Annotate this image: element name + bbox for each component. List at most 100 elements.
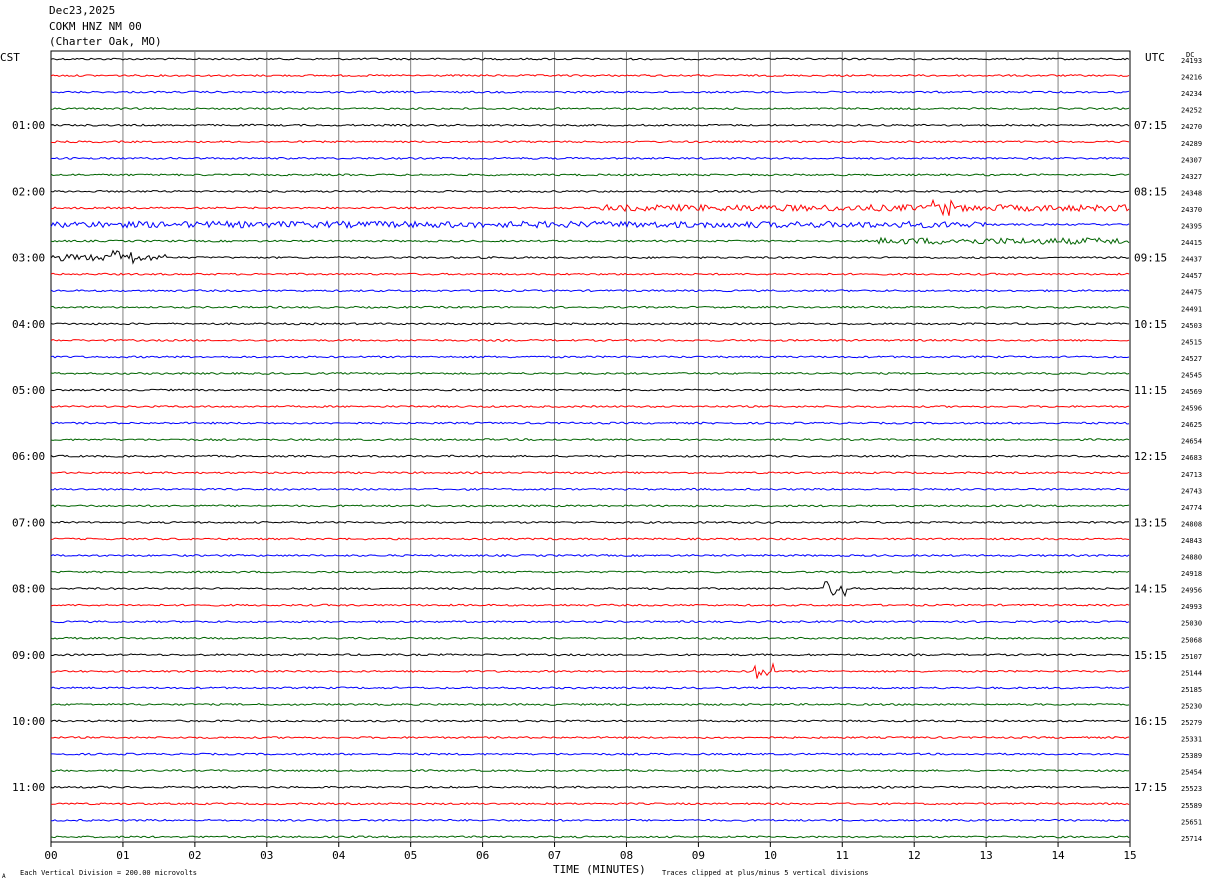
x-tick-label: 12: [908, 849, 921, 862]
dc-offset-label: 25523: [1181, 785, 1202, 793]
dc-offset-label: 25144: [1181, 669, 1202, 677]
trace-line: [50, 322, 1130, 326]
trace-line: [50, 719, 1130, 723]
dc-offset-label: 25389: [1181, 752, 1202, 760]
x-tick-label: 01: [116, 849, 129, 862]
right-hour-label: 15:15: [1134, 649, 1167, 662]
dc-offset-label: 24415: [1181, 239, 1202, 247]
right-hour-label: 16:15: [1134, 715, 1167, 728]
right-hour-label: 10:15: [1134, 318, 1167, 331]
trace-line: [50, 454, 1130, 458]
x-tick-label: 05: [404, 849, 417, 862]
trace-line: [50, 487, 1130, 491]
clip-note: Traces clipped at plus/minus 5 vertical …: [662, 869, 869, 877]
dc-offset-label: 24545: [1181, 371, 1202, 379]
dc-offset-label: 24743: [1181, 487, 1202, 495]
trace-line: [50, 140, 1130, 144]
left-hour-label: 06:00: [12, 450, 45, 463]
trace-line: [50, 736, 1130, 740]
left-hour-label: 03:00: [12, 252, 45, 265]
x-tick-label: 02: [188, 849, 201, 862]
trace-line: [50, 620, 1130, 624]
dc-offset-label: 24515: [1181, 338, 1202, 346]
trace-line: [50, 107, 1130, 111]
x-tick-label: 14: [1051, 849, 1065, 862]
left-hour-label: 11:00: [12, 781, 45, 794]
right-hour-label: 13:15: [1134, 516, 1167, 529]
dc-offset-label: 24774: [1181, 504, 1202, 512]
trace-line: [50, 581, 1130, 598]
dc-offset-label: 24193: [1181, 57, 1202, 65]
right-hour-label: 14:15: [1134, 583, 1167, 596]
trace-line: [50, 305, 1130, 309]
x-tick-label: 10: [764, 849, 777, 862]
dc-offset-label: 24370: [1181, 206, 1202, 214]
dc-offset-label: 25185: [1181, 686, 1202, 694]
right-hour-label: 09:15: [1134, 252, 1167, 265]
trace-line: [50, 702, 1130, 706]
trace-line: [50, 405, 1130, 409]
dc-offset-label: 24596: [1181, 405, 1202, 413]
trace-line: [50, 338, 1130, 342]
x-axis-label: TIME (MINUTES): [553, 863, 646, 876]
left-hour-label: 09:00: [12, 649, 45, 662]
trace-line: [50, 355, 1130, 359]
trace-line: [50, 289, 1130, 293]
trace-line: [50, 74, 1130, 78]
dc-offset-label: 24625: [1181, 421, 1202, 429]
trace-line: [50, 438, 1130, 442]
dc-offset-label: 24457: [1181, 272, 1202, 280]
dc-offset-label: 25068: [1181, 636, 1202, 644]
axis-labels: 00 01 02 03 04 05 06 07 08 09 10 11 12 13 14 15 24193 242…: [12, 57, 1202, 862]
dc-offset-label: 24808: [1181, 520, 1202, 528]
dc-offset-label: 24918: [1181, 570, 1202, 578]
trace-line: [50, 123, 1130, 127]
right-hour-label: 11:15: [1134, 384, 1167, 397]
dc-offset-label: 24880: [1181, 554, 1202, 562]
trace-line: [50, 156, 1130, 160]
dc-label: DC: [1186, 51, 1194, 59]
trace-line: [50, 802, 1130, 806]
x-tick-label: 04: [332, 849, 346, 862]
header-date: Dec23,2025: [49, 4, 116, 17]
dc-offset-label: 24713: [1181, 471, 1202, 479]
x-tick-label: 11: [836, 849, 849, 862]
trace-line: [50, 520, 1130, 524]
right-hour-label: 17:15: [1134, 781, 1167, 794]
grid: [50, 50, 1131, 847]
trace-line: [50, 785, 1130, 789]
x-tick-label: 00: [44, 849, 57, 862]
trace-line: [50, 471, 1130, 475]
trace-line: [50, 198, 1130, 217]
trace-line: [50, 570, 1130, 574]
trace-line: [50, 537, 1130, 541]
dc-offset-label: 25030: [1181, 620, 1202, 628]
trace-line: [50, 686, 1129, 690]
plot-frame: [50, 50, 1131, 843]
dc-offset-label: 24348: [1181, 189, 1202, 197]
left-hour-label: 05:00: [12, 384, 45, 397]
dc-offset-label: 24527: [1181, 355, 1202, 363]
trace-line: [50, 636, 1130, 640]
left-hour-label: 10:00: [12, 715, 45, 728]
left-hour-label: 01:00: [12, 119, 45, 132]
header-location: (Charter Oak, MO): [49, 35, 162, 48]
trace-line: [50, 173, 1130, 177]
dc-offset-label: 24683: [1181, 454, 1202, 462]
trace-line: [50, 236, 1130, 246]
left-hour-label: 08:00: [12, 583, 45, 596]
traces: [50, 57, 1130, 839]
trace-line: [50, 189, 1130, 193]
dc-offset-label: 24654: [1181, 438, 1202, 446]
dc-offset-label: 24993: [1181, 603, 1202, 611]
right-hour-label: 08:15: [1134, 185, 1167, 198]
dc-offset-label: 24475: [1181, 289, 1202, 297]
left-zone-label: CST: [0, 51, 20, 64]
dc-offset-label: 24289: [1181, 140, 1202, 148]
dc-offset-label: 24569: [1181, 388, 1202, 396]
x-tick-label: 15: [1123, 849, 1136, 862]
trace-line: [50, 835, 1130, 839]
header-station: COKM HNZ NM 00: [49, 20, 142, 33]
dc-offset-label: 24252: [1181, 107, 1202, 115]
